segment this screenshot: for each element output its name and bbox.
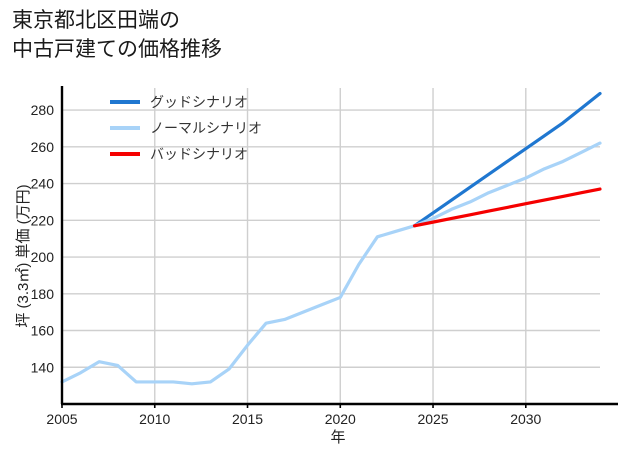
- y-tick-label: 220: [31, 212, 55, 228]
- x-axis-label: 年: [330, 429, 345, 446]
- y-tick-label: 160: [31, 323, 55, 339]
- axis-spines: [60, 86, 618, 406]
- legend-label: グッドシナリオ: [150, 94, 248, 110]
- y-tick-label: 260: [31, 139, 55, 155]
- series-line: [412, 91, 602, 228]
- x-tick-label: 2010: [139, 411, 170, 427]
- page-title: 東京都北区田端の 中古戸建ての価格推移: [12, 9, 222, 61]
- y-tick-label: 140: [31, 359, 55, 375]
- grid-lines: [61, 88, 600, 404]
- x-tick-label: 2030: [510, 411, 541, 427]
- y-tick-label: 180: [31, 286, 55, 302]
- y-tick-label: 240: [31, 176, 55, 192]
- legend-label: バッドシナリオ: [150, 146, 248, 162]
- legend-label: ノーマルシナリオ: [150, 120, 262, 136]
- y-axis-tick-labels: 140 160 180 200 220 240 260 280: [31, 102, 55, 375]
- series-lines: [60, 91, 602, 386]
- x-axis-tick-labels: 2005 2010 2015 2020 2025 2030: [46, 404, 542, 427]
- x-tick-label: 2015: [232, 411, 263, 427]
- series-line: [60, 141, 602, 386]
- series-line: [412, 187, 602, 228]
- y-axis-label: 坪 (3.3㎡) 単価 (万円): [15, 184, 32, 327]
- y-tick-label: 200: [31, 249, 55, 265]
- x-tick-label: 2025: [417, 411, 448, 427]
- x-tick-label: 2020: [325, 411, 356, 427]
- y-tick-label: 280: [31, 102, 55, 118]
- x-tick-label: 2005: [46, 411, 77, 427]
